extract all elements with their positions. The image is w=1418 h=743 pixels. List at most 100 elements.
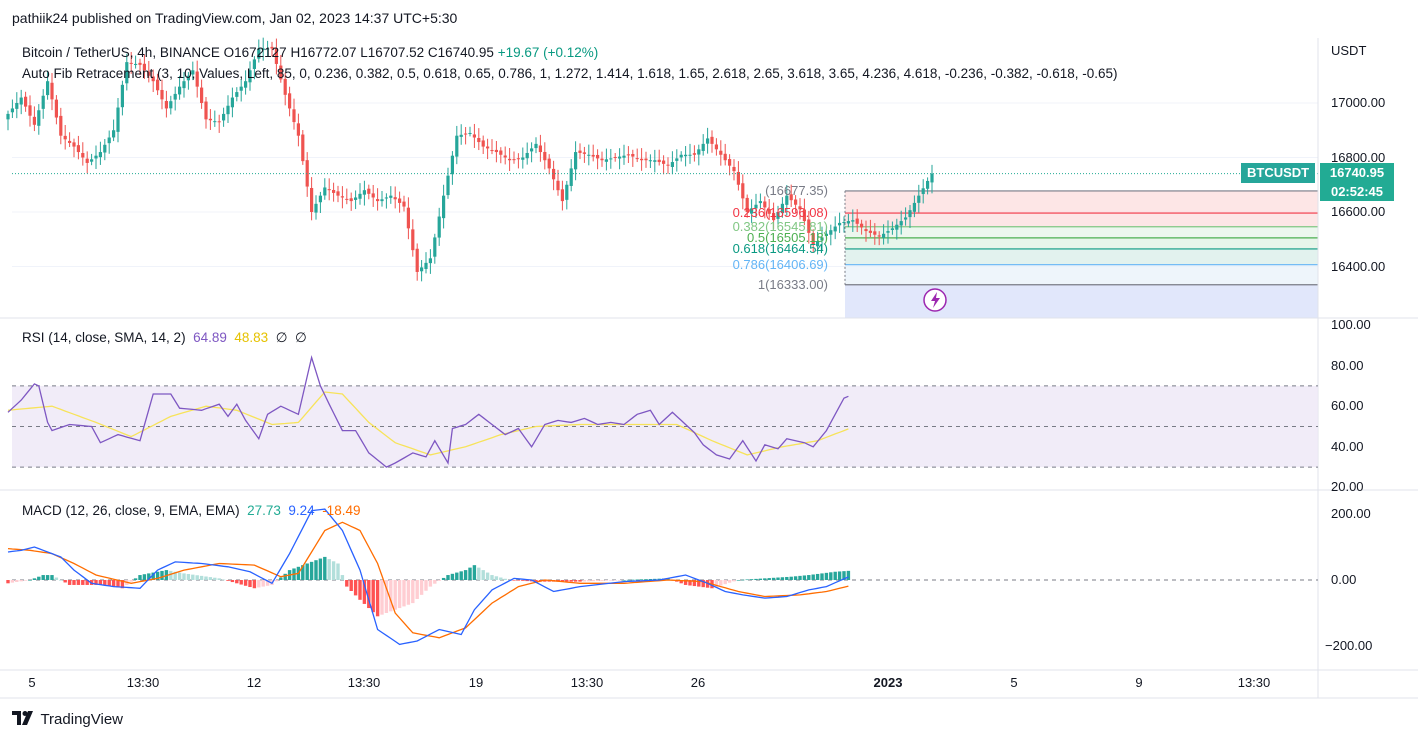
candle-body (560, 189, 564, 202)
candle-body (345, 198, 349, 200)
macd-histogram-bar (727, 580, 732, 583)
candle-body (714, 144, 718, 150)
rsi-legend[interactable]: RSI (14, close, SMA, 14, 2) 64.89 48.83 … (22, 330, 307, 346)
candle-body (609, 158, 613, 160)
candle-body (899, 221, 903, 226)
macd-histogram-bar (485, 572, 490, 580)
macd-histogram-bar (94, 580, 98, 585)
candle-body (59, 115, 63, 136)
rsi-extra-2: ∅ (294, 330, 307, 345)
candle-body (424, 262, 428, 269)
rsi-tick: 80.00 (1331, 357, 1364, 373)
macd-legend[interactable]: MACD (12, 26, close, 9, EMA, EMA) 27.73 … (22, 503, 360, 518)
macd-histogram-bar (318, 558, 323, 580)
time-tick: 5 (28, 675, 36, 690)
candle-body (235, 92, 239, 97)
macd-histogram-bar (28, 580, 32, 581)
time-tick: 13:30 (347, 675, 381, 690)
macd-histogram-bar (635, 579, 639, 581)
main-legend-symbol: Bitcoin / TetherUS, 4h, BINANCE O1672127… (22, 45, 598, 60)
candle-body (279, 65, 283, 80)
candle-body (327, 189, 331, 191)
fib-zone (845, 237, 1318, 249)
candle-body (864, 229, 868, 232)
macd-histogram-bar (191, 574, 195, 580)
candle-body (569, 168, 573, 186)
macd-histogram-bar (243, 580, 248, 586)
macd-histogram-bar (23, 580, 28, 581)
macd-histogram-bar (582, 580, 587, 582)
candle-body (459, 134, 463, 137)
price-tick: 16800.00 (1331, 149, 1386, 165)
candle-body (525, 152, 529, 159)
macd-histogram-bar (397, 580, 402, 609)
candle-body (604, 159, 608, 162)
tradingview-brand[interactable]: TradingView (12, 711, 123, 729)
fib-extension-zone (845, 284, 1318, 318)
candle-body (239, 86, 243, 91)
time-tick: 13:30 (570, 675, 604, 690)
candle-body (499, 150, 503, 155)
candle-body (446, 175, 450, 196)
macd-histogram-bar (785, 576, 789, 580)
macd-tick: 200.00 (1331, 506, 1371, 521)
macd-histogram-bar (846, 570, 851, 580)
macd-histogram-bar (441, 577, 446, 580)
time-tick: 12 (246, 675, 262, 690)
macd-histogram-bar (560, 580, 565, 582)
macd-histogram-bar (367, 580, 371, 609)
macd-histogram-bar (72, 580, 76, 585)
macd-histogram-bar (644, 579, 648, 580)
ohlc-low: L16707.52 (360, 45, 425, 60)
macd-histogram-bar (455, 572, 459, 580)
candle-body (516, 158, 520, 160)
macd-histogram-bar (741, 579, 745, 581)
candle-body (596, 154, 600, 159)
brand-name: TradingView (40, 711, 123, 728)
macd-histogram-bar (349, 580, 353, 591)
candle-body (217, 121, 221, 123)
candle-body (28, 105, 32, 116)
candle-body (767, 208, 771, 214)
candle-body (481, 140, 485, 147)
candle-body (103, 144, 107, 153)
candle-body (688, 154, 692, 156)
rsi-value: 64.89 (193, 330, 227, 345)
candle-body (41, 95, 45, 109)
candle-body (274, 48, 278, 64)
macd-histogram-bar (169, 570, 173, 580)
candle-body (508, 158, 512, 161)
candle-body (582, 152, 586, 154)
candle-body (472, 134, 476, 138)
symbol-title[interactable]: Bitcoin / TetherUS, 4h, BINANCE (22, 45, 220, 60)
candle-body (10, 108, 14, 113)
macd-histogram-bar (116, 580, 120, 588)
macd-histogram-bar (160, 570, 164, 580)
macd-histogram-bar (314, 560, 318, 580)
macd-histogram-bar (261, 580, 265, 587)
candle-body (98, 152, 102, 158)
symbol-tag: BTCUSDT (1241, 163, 1316, 183)
macd-histogram-bar (631, 579, 635, 581)
macd-histogram-bar (587, 580, 591, 582)
fib-zone (845, 248, 1318, 265)
candle-body (142, 63, 146, 71)
macd-histogram-bar (433, 580, 437, 584)
candle-body (618, 156, 622, 159)
candle-body (464, 133, 468, 135)
macd-histogram-bar (213, 577, 217, 580)
candle-body (877, 235, 881, 237)
macd-histogram-bar (543, 580, 547, 582)
macd-histogram-bar (525, 580, 529, 582)
candle-body (323, 187, 327, 196)
rsi-tick: 40.00 (1331, 438, 1364, 454)
candle-body (829, 230, 833, 235)
candle-body (186, 75, 190, 81)
candle-body (776, 212, 780, 219)
candle-body (697, 149, 701, 155)
macd-histogram-bar (45, 575, 50, 580)
candle-body (648, 160, 652, 162)
fib-legend[interactable]: Auto Fib Retracement (3, 10, Values, Lef… (22, 66, 1118, 81)
candle-body (780, 203, 784, 214)
